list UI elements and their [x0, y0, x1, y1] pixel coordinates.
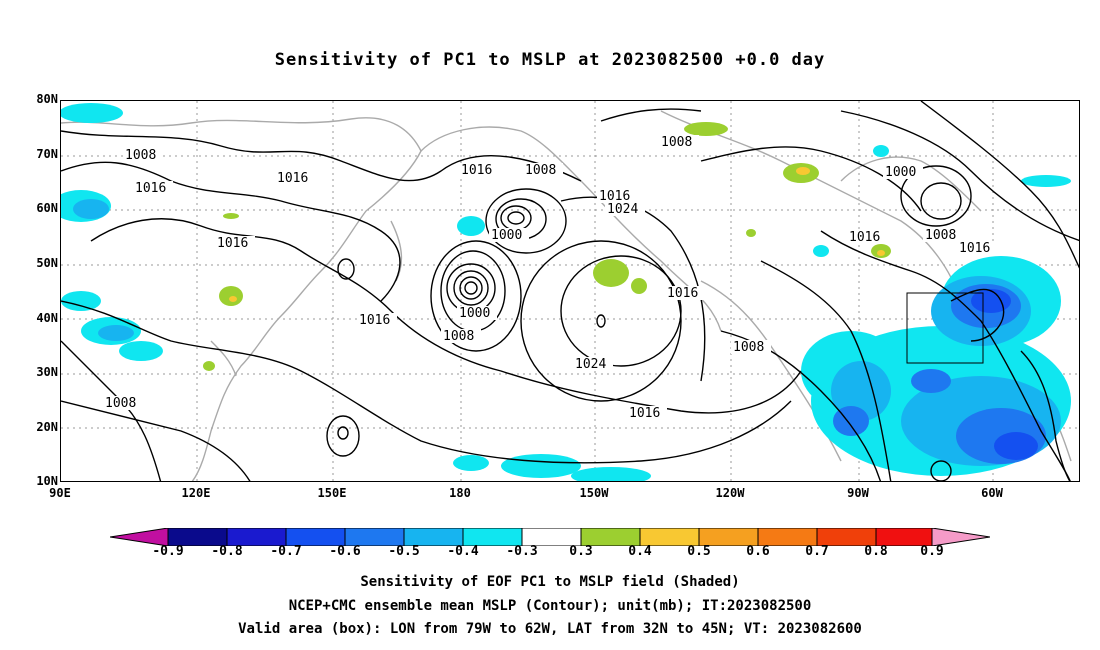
valid-area-box: [906, 292, 984, 364]
lat-label-30n: 30N: [36, 365, 58, 379]
lon-label-60w: 60W: [981, 486, 1003, 500]
lat-label-60n: 60N: [36, 201, 58, 215]
contour-label: 1000: [491, 228, 522, 243]
lon-label-180: 180: [449, 486, 471, 500]
colorbar-tick: -0.3: [506, 544, 538, 559]
colorbar-tick: 0.6: [746, 544, 770, 559]
contour-label-group: 1008 1016 1016 1016 1008 1016 1016 1024 …: [103, 135, 997, 421]
colorbar-tick: 0.8: [864, 544, 888, 559]
colorbar-tick: 0.3: [569, 544, 593, 559]
contour-label: 1024: [607, 202, 638, 217]
contour-label: 1008: [661, 135, 692, 150]
colorbar-tick: -0.8: [211, 544, 243, 559]
lon-label-150w: 150W: [579, 486, 609, 500]
lat-label-20n: 20N: [36, 420, 58, 434]
colorbar-tick: -0.7: [270, 544, 302, 559]
grid-lines: [61, 101, 1079, 481]
lon-label-120w: 120W: [715, 486, 745, 500]
contour-label: 1016: [277, 171, 308, 186]
contour-label: 1016: [959, 241, 990, 256]
contour-label: 1016: [849, 230, 880, 245]
colorbar-tick: 0.7: [805, 544, 829, 559]
contour-label: 1008: [443, 329, 474, 344]
lon-label-120e: 120E: [181, 486, 211, 500]
colorbar-tick: -0.5: [388, 544, 420, 559]
contour-label: 1016: [135, 181, 166, 196]
colorbar-high-arrow: [931, 528, 990, 546]
colorbar-tick: 0.9: [920, 544, 944, 559]
lon-label-90e: 90E: [49, 486, 71, 500]
colorbar: [110, 528, 990, 546]
caption-line-2: NCEP+CMC ensemble mean MSLP (Contour); u…: [288, 598, 812, 614]
lat-label-80n: 80N: [36, 92, 58, 106]
lat-label-70n: 70N: [36, 147, 58, 161]
colorbar-tick: 0.5: [687, 544, 711, 559]
lat-label-10n: 10N: [36, 474, 58, 488]
contour-label: 1008: [125, 148, 156, 163]
colorbar-tick: -0.9: [152, 544, 184, 559]
map-area: 1008 1016 1016 1016 1008 1016 1016 1024 …: [60, 100, 1080, 482]
map-svg: 1008 1016 1016 1016 1008 1016 1016 1024 …: [61, 101, 1079, 481]
contour-label: 1016: [629, 406, 660, 421]
contour-label: 1008: [105, 396, 136, 411]
contour-label: 1008: [733, 340, 764, 355]
lat-label-50n: 50N: [36, 256, 58, 270]
contour-label: 1016: [461, 163, 492, 178]
contour-label: 1024: [575, 357, 606, 372]
contour-label: 1016: [359, 313, 390, 328]
colorbar-tick: 0.4: [628, 544, 652, 559]
colorbar-tick: -0.4: [447, 544, 479, 559]
caption-line-3: Valid area (box): LON from 79W to 62W, L…: [238, 621, 862, 637]
caption-line-1: Sensitivity of EOF PC1 to MSLP field (Sh…: [360, 574, 740, 590]
contour-label: 1016: [599, 189, 630, 204]
colorbar-tick: -0.6: [329, 544, 361, 559]
contour-label: 1016: [667, 286, 698, 301]
lat-label-40n: 40N: [36, 311, 58, 325]
contour-label: 1016: [217, 236, 248, 251]
lon-label-150e: 150E: [317, 486, 347, 500]
map-title: Sensitivity of PC1 to MSLP at 2023082500…: [274, 50, 826, 70]
lon-label-90w: 90W: [847, 486, 869, 500]
contour-label: 1000: [885, 165, 916, 180]
contour-label: 1008: [925, 228, 956, 243]
contour-label: 1008: [525, 163, 556, 178]
contour-label: 1000: [459, 306, 490, 321]
mslp-contours: [61, 101, 1079, 481]
